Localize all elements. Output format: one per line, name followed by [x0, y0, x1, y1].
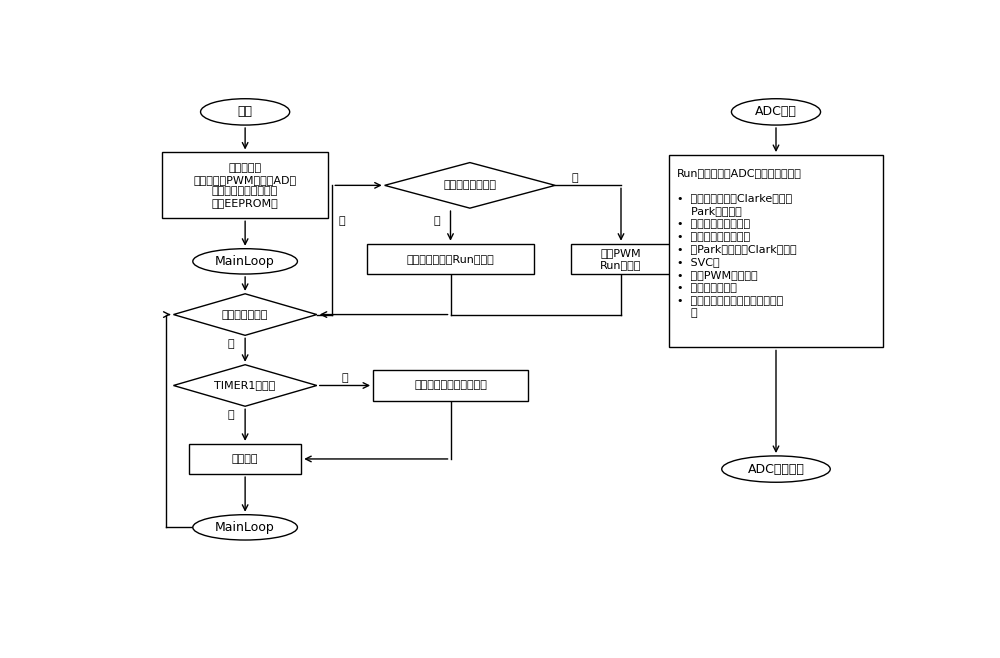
Text: 否: 否: [228, 340, 234, 349]
Text: Run有效执行，ADC中断服务程序：

•  采集驱动电流，Clarke变换，
    Park变换；；
•  计算外环补偿数据；
•  计算内环补偿数据；
•: Run有效执行，ADC中断服务程序： • 采集驱动电流，Clarke变换， Pa…: [677, 168, 802, 318]
Polygon shape: [385, 163, 555, 208]
Text: 是: 是: [342, 373, 348, 383]
Ellipse shape: [731, 99, 821, 125]
Text: TIMER1中断？: TIMER1中断？: [214, 380, 276, 390]
Text: MainLoop: MainLoop: [215, 521, 275, 534]
Text: 延时及定时变量累加计数: 延时及定时变量累加计数: [414, 380, 487, 390]
Text: 转速计算: 转速计算: [232, 454, 258, 464]
Text: 接收到起动命令: 接收到起动命令: [222, 309, 268, 320]
Text: ADC中断接收: ADC中断接收: [748, 463, 804, 476]
Bar: [367, 243, 534, 274]
Text: 是: 是: [433, 216, 440, 226]
Ellipse shape: [193, 515, 297, 540]
Ellipse shape: [201, 99, 290, 125]
Text: 是: 是: [338, 216, 345, 226]
Text: 是否满足起动条件: 是否满足起动条件: [443, 180, 496, 190]
Bar: [669, 155, 883, 347]
Polygon shape: [173, 365, 317, 406]
Text: 否: 否: [571, 173, 578, 183]
Text: 驱动器使能信号Run置有效: 驱动器使能信号Run置有效: [407, 254, 494, 264]
Text: MainLoop: MainLoop: [215, 255, 275, 268]
Text: 否: 否: [228, 411, 234, 420]
Bar: [571, 243, 671, 274]
Text: 关断PWM
Run置无效: 关断PWM Run置无效: [600, 248, 642, 270]
Ellipse shape: [722, 456, 830, 482]
Text: ADC中断: ADC中断: [755, 105, 797, 118]
Bar: [189, 443, 301, 474]
Polygon shape: [173, 293, 317, 336]
Text: 开始: 开始: [238, 105, 253, 118]
Bar: [162, 153, 328, 218]
Ellipse shape: [193, 249, 297, 274]
Bar: [373, 370, 528, 401]
Text: 初始化程序
（振荡器、PWM模块、AD模
块、端口、定时器、中
断、EEPROM）: 初始化程序 （振荡器、PWM模块、AD模 块、端口、定时器、中 断、EEPROM…: [194, 163, 297, 208]
